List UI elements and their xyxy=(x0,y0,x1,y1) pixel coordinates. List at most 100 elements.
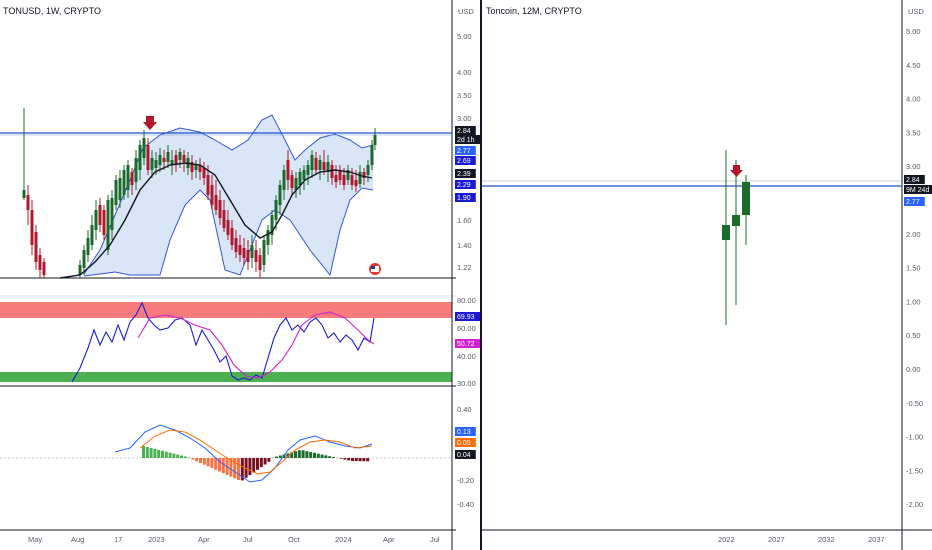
left-price-badge-bg xyxy=(455,180,476,189)
candle-body xyxy=(302,170,306,180)
macd-histogram-bar xyxy=(218,458,221,472)
left-price-badge-bg xyxy=(455,156,476,165)
down-arrow-icon xyxy=(730,165,743,177)
macd-histogram-bar xyxy=(320,454,324,458)
rsi-line xyxy=(71,301,375,383)
rsi-tick: 60.00 xyxy=(457,324,476,333)
candle-body xyxy=(238,245,242,255)
candle-body xyxy=(358,172,362,184)
macd-histogram-bar xyxy=(316,453,320,458)
right-chart-pane[interactable] xyxy=(482,0,932,550)
candle-body xyxy=(158,155,162,165)
candle-body xyxy=(142,138,146,158)
macd-tick: -0.20 xyxy=(457,476,474,485)
left-price-badge: 2.84 xyxy=(457,128,471,135)
candle-body xyxy=(194,165,198,170)
candle-body xyxy=(26,195,30,210)
macd-histogram-bar xyxy=(358,458,362,462)
candle-body xyxy=(182,155,186,162)
right-price-tick: 5.00 xyxy=(906,27,921,36)
candle-body xyxy=(370,145,374,165)
candle-body xyxy=(290,175,294,188)
macd-histogram-bar xyxy=(195,458,199,462)
macd-badge: 0.04 xyxy=(457,452,471,459)
macd-line xyxy=(114,424,373,483)
left-price-badge-bg xyxy=(455,135,480,144)
macd-histogram-bar xyxy=(366,458,370,462)
left-price-badge: 2.77 xyxy=(457,148,471,155)
candle-body xyxy=(198,165,202,172)
candle-body xyxy=(310,155,314,170)
left-chart-title: TONUSD, 1W, CRYPTO xyxy=(3,6,101,16)
us-flag-icon xyxy=(369,263,381,275)
right-time-tick: 2037 xyxy=(868,535,885,544)
macd-badge-bg xyxy=(455,438,476,447)
candle-body xyxy=(222,210,226,228)
candle-body xyxy=(38,255,42,270)
candle-body xyxy=(126,165,130,190)
rsi-ma-badge: 50.72 xyxy=(457,341,475,348)
macd-histogram-bar xyxy=(210,458,214,469)
macd-histogram-bar xyxy=(206,458,210,467)
candle-body xyxy=(42,262,46,275)
macd-histogram-bar xyxy=(237,458,240,481)
right-time-tick: 2022 xyxy=(718,535,735,544)
candle-body xyxy=(134,158,138,182)
macd-histogram-bar xyxy=(248,458,252,476)
left-price-tick: 5.00 xyxy=(457,32,472,41)
candle-body xyxy=(254,250,258,262)
candle-body xyxy=(166,152,170,162)
candle-body xyxy=(118,178,122,200)
macd-histogram-bar xyxy=(278,455,282,458)
candle-body xyxy=(90,225,94,245)
macd-histogram-bar xyxy=(301,450,305,458)
macd-histogram-bar xyxy=(202,458,206,465)
candle-body xyxy=(86,238,90,255)
candle-body xyxy=(234,238,238,252)
macd-histogram-bar xyxy=(172,453,176,458)
macd-histogram-bar xyxy=(256,458,259,470)
right-price-tick: 1.50 xyxy=(906,264,921,273)
left-chart-pane[interactable] xyxy=(0,0,456,550)
candle-body xyxy=(318,160,322,170)
rsi-tick: 30.00 xyxy=(457,379,476,388)
macd-histogram-bar xyxy=(351,458,354,462)
left-time-tick: Jul xyxy=(430,535,440,544)
candle-body xyxy=(266,230,270,245)
left-price-badge-bg xyxy=(455,169,476,178)
right-price-tick: 0.00 xyxy=(906,365,921,374)
candle-body xyxy=(286,160,290,180)
macd-histogram-bar xyxy=(267,458,271,462)
right-price-badge: 2.84 xyxy=(906,177,920,184)
candle-body xyxy=(282,170,286,190)
candle-body xyxy=(326,162,330,172)
macd-histogram-bar xyxy=(145,446,149,458)
candle-body xyxy=(34,232,38,262)
candle-body xyxy=(114,180,118,205)
macd-histogram-bar xyxy=(142,446,145,458)
candle-body xyxy=(362,172,366,178)
macd-histogram-bar xyxy=(229,458,233,477)
macd-tick: 0.40 xyxy=(457,405,472,414)
candle-body xyxy=(94,210,98,230)
candle-body xyxy=(78,265,82,275)
candle-body xyxy=(346,170,350,180)
axis-labels: 5.004.003.503.002.502.001.601.401.222.84… xyxy=(28,27,932,544)
candle-body xyxy=(178,152,182,160)
right-price-tick: 3.50 xyxy=(906,128,921,137)
right-price-tick: -1.00 xyxy=(906,433,923,442)
right-price-tick: -0.50 xyxy=(906,399,923,408)
candle-body xyxy=(170,160,174,165)
left-time-tick: May xyxy=(28,535,42,544)
right-price-tick: 4.00 xyxy=(906,95,921,104)
candle-body xyxy=(202,168,206,178)
candle-body xyxy=(174,155,178,165)
candle-body xyxy=(138,145,142,170)
candle-body xyxy=(82,250,86,268)
left-price-tick: 1.40 xyxy=(457,241,472,250)
candle-body xyxy=(30,210,34,245)
down-arrow-icon xyxy=(143,116,157,130)
right-price-tick: 0.50 xyxy=(906,331,921,340)
macd-histogram-bar xyxy=(297,450,301,458)
